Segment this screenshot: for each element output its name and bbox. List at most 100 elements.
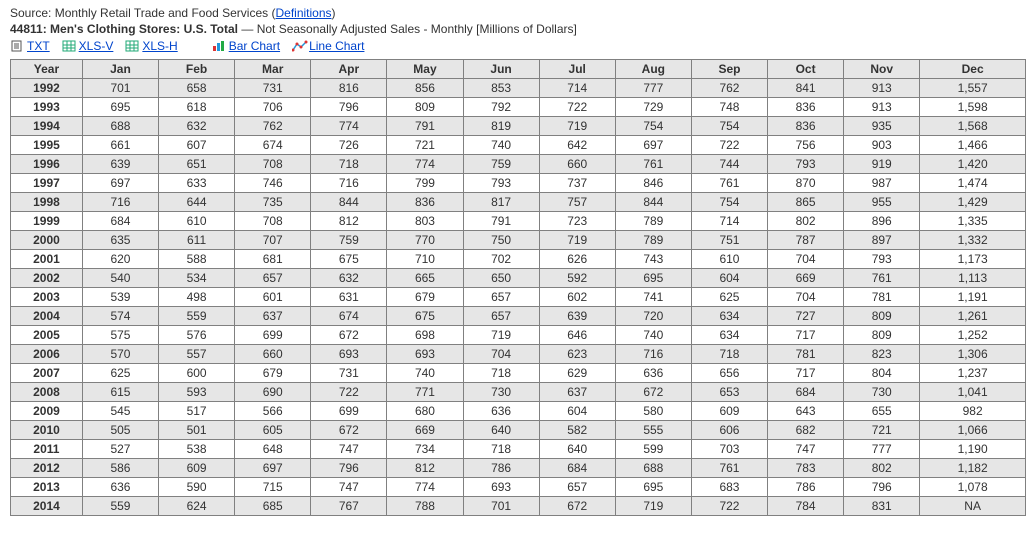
data-cell: 809 [387,98,463,117]
data-cell: 704 [768,250,844,269]
table-row: 20055755766996726987196467406347178091,2… [11,326,1026,345]
data-cell: 582 [539,421,615,440]
data-cell: 774 [387,478,463,497]
data-cell: 793 [844,250,920,269]
year-cell: 1997 [11,174,83,193]
xlsh-link-item[interactable]: XLS-H [125,39,177,53]
data-cell: 672 [539,497,615,516]
table-row: 2009545517566699680636604580609643655982 [11,402,1026,421]
definitions-link[interactable]: Definitions [276,6,332,20]
data-cell: 722 [311,383,387,402]
data-cell: 803 [387,212,463,231]
data-cell: 620 [82,250,158,269]
year-cell: 2003 [11,288,83,307]
data-cell: 559 [159,307,235,326]
data-cell: 836 [768,117,844,136]
data-cell: 545 [82,402,158,421]
data-cell: 626 [539,250,615,269]
data-cell: 702 [463,250,539,269]
table-row: 19946886327627747918197197547548369351,5… [11,117,1026,136]
data-cell: 650 [463,269,539,288]
data-cell: 610 [159,212,235,231]
data-cell: 636 [615,364,691,383]
txt-link-item[interactable]: TXT [10,39,50,53]
year-cell: 1992 [11,79,83,98]
data-cell: 685 [235,497,311,516]
data-cell: 802 [768,212,844,231]
data-cell: 787 [768,231,844,250]
column-header: Year [11,60,83,79]
bar-chart-link[interactable]: Bar Chart [229,39,280,53]
data-cell: 870 [768,174,844,193]
data-cell: 665 [387,269,463,288]
data-cell: 719 [615,497,691,516]
data-cell: 517 [159,402,235,421]
data-cell: 865 [768,193,844,212]
xlsv-link-item[interactable]: XLS-V [62,39,114,53]
data-cell: 717 [768,326,844,345]
table-body: 19927016587318168568537147777628419131,5… [11,79,1026,516]
txt-link[interactable]: TXT [27,39,50,53]
document-icon [10,40,24,52]
data-cell: 600 [159,364,235,383]
data-cell: 746 [235,174,311,193]
data-cell: 792 [463,98,539,117]
year-cell: 2014 [11,497,83,516]
bar-chart-link-item[interactable]: Bar Chart [212,39,280,53]
data-cell: 505 [82,421,158,440]
data-cell: 718 [691,345,767,364]
spreadsheet-icon [125,40,139,52]
data-cell: 639 [539,307,615,326]
data-cell: 601 [235,288,311,307]
title-sep: — [238,22,257,36]
data-cell: 727 [768,307,844,326]
data-cell: 625 [82,364,158,383]
data-cell: 605 [235,421,311,440]
table-row: 19966396517087187747596607617447939191,4… [11,155,1026,174]
data-cell: 1,041 [920,383,1026,402]
table-row: 19927016587318168568537147777628419131,5… [11,79,1026,98]
line-chart-link[interactable]: Line Chart [309,39,364,53]
data-cell: 703 [691,440,767,459]
xlsh-link[interactable]: XLS-H [142,39,177,53]
data-cell: 846 [615,174,691,193]
data-cell: 576 [159,326,235,345]
year-cell: 1994 [11,117,83,136]
column-header: Jul [539,60,615,79]
data-cell: 604 [691,269,767,288]
column-header: Nov [844,60,920,79]
data-cell: 716 [615,345,691,364]
data-cell: 731 [311,364,387,383]
year-cell: 2002 [11,269,83,288]
data-cell: 784 [768,497,844,516]
data-cell: 657 [539,478,615,497]
data-cell: 540 [82,269,158,288]
data-cell: 586 [82,459,158,478]
data-cell: 913 [844,79,920,98]
data-cell: 804 [844,364,920,383]
xlsv-link[interactable]: XLS-V [79,39,114,53]
data-cell: NA [920,497,1026,516]
data-cell: 1,113 [920,269,1026,288]
data-cell: 674 [235,136,311,155]
data-cell: 637 [539,383,615,402]
line-chart-link-item[interactable]: Line Chart [292,39,364,53]
data-cell: 781 [768,345,844,364]
data-cell: 836 [387,193,463,212]
data-cell: 631 [311,288,387,307]
data-cell: 698 [387,326,463,345]
data-cell: 566 [235,402,311,421]
data-cell: 575 [82,326,158,345]
data-cell: 817 [463,193,539,212]
data-cell: 710 [387,250,463,269]
table-row: 20016205886816757107026267436107047931,1… [11,250,1026,269]
source-text: Monthly Retail Trade and Food Services [55,6,268,20]
table-row: 20125866096977968127866846887617838021,1… [11,459,1026,478]
data-cell: 679 [235,364,311,383]
data-cell: 643 [768,402,844,421]
data-cell: 796 [844,478,920,497]
data-cell: 632 [311,269,387,288]
data-cell: 599 [615,440,691,459]
data-table: YearJanFebMarAprMayJunJulAugSepOctNovDec… [10,59,1026,516]
table-row: 20086155936907227717306376726536847301,0… [11,383,1026,402]
